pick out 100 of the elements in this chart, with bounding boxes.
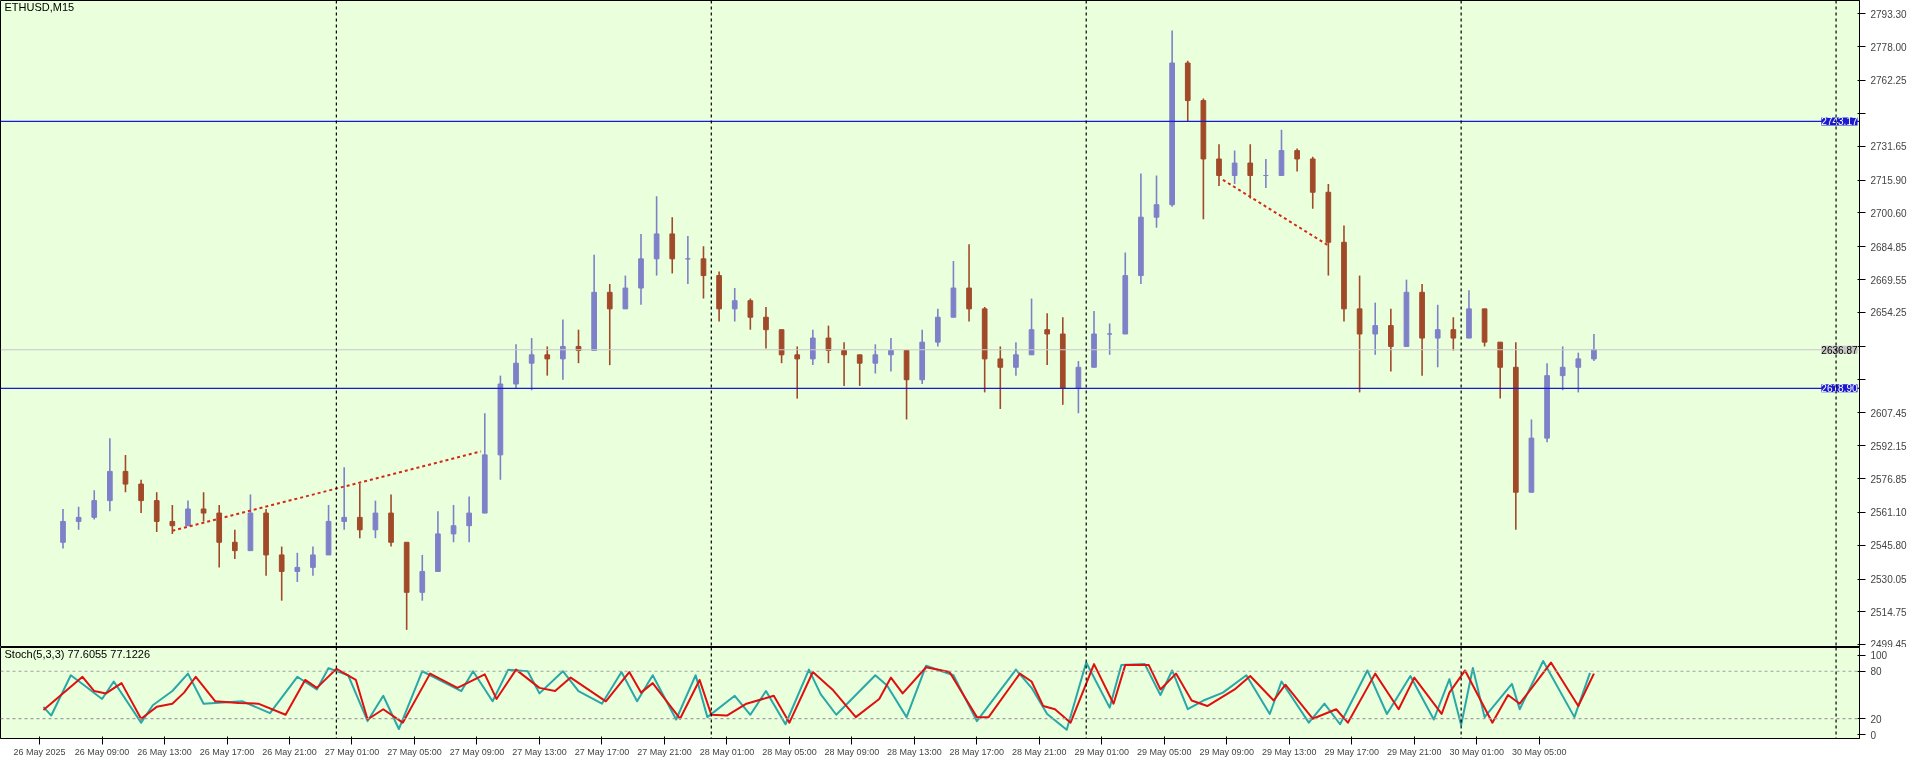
candlestick: [1013, 341, 1019, 377]
candlestick: [1372, 301, 1379, 356]
x-tick-label: 29 May 05:00: [1137, 746, 1192, 757]
candlestick: [747, 297, 754, 331]
candlestick: [1231, 149, 1238, 185]
x-tick-label: 30 May 05:00: [1511, 746, 1567, 757]
x-tick-label: 28 May 17:00: [949, 746, 1005, 757]
candlestick: [560, 318, 566, 381]
candlestick: [763, 306, 769, 350]
y-tick-label: 2669.55: [1870, 274, 1908, 286]
candlestick: [1434, 303, 1441, 369]
candlestick: [1294, 147, 1300, 173]
x-tick-label: 29 May 01:00: [1074, 746, 1130, 757]
candlestick: [356, 483, 363, 539]
x-tick-label: 29 May 09:00: [1199, 746, 1255, 757]
x-tick-label: 27 May 01:00: [324, 746, 380, 757]
candlestick: [856, 354, 863, 387]
candlestick: [825, 324, 832, 364]
y-tick-label: 2545.80: [1870, 540, 1908, 552]
candlestick: [700, 245, 707, 300]
chart-title: ETHUSD,M15: [4, 0, 75, 13]
y-tick-label: 2514.75: [1870, 606, 1908, 618]
x-tick-label: 30 May 01:00: [1449, 746, 1505, 757]
x-tick-label: 28 May 13:00: [887, 746, 942, 757]
x-tick-label: 28 May 09:00: [824, 746, 880, 757]
y-tick-label: 2654.25: [1870, 307, 1908, 319]
y-tick-label: 2561.10: [1870, 507, 1908, 519]
candlestick: [200, 491, 207, 523]
candlestick: [169, 504, 176, 535]
candlestick: [278, 545, 285, 602]
x-tick-label: 29 May 21:00: [1387, 746, 1442, 757]
x-tick-label: 28 May 05:00: [762, 746, 817, 757]
candlestick: [419, 554, 426, 602]
y-tick-label: 80: [1870, 666, 1883, 678]
candlestick: [1591, 333, 1597, 362]
candlestick: [513, 343, 519, 389]
candlestick: [606, 283, 613, 366]
candlestick: [294, 552, 301, 583]
candlestick: [310, 545, 316, 577]
y-tick-label: 2592.15: [1870, 440, 1908, 452]
x-tick-label: 26 May 17:00: [199, 746, 255, 757]
candlestick: [528, 337, 535, 392]
candlestick: [138, 478, 144, 514]
candlestick: [872, 343, 879, 375]
candlestick: [1106, 322, 1113, 356]
candlestick: [1559, 345, 1566, 392]
y-tick-label: 2731.65: [1870, 141, 1908, 153]
x-tick-label: 29 May 13:00: [1262, 746, 1317, 757]
y-tick-label: 2715.90: [1870, 175, 1908, 187]
x-tick-label: 26 May 21:00: [262, 746, 317, 757]
candlestick: [1388, 308, 1394, 373]
x-tick-label: 26 May 13:00: [137, 746, 192, 757]
candlestick: [1575, 351, 1582, 394]
ref-line-label: 2743.17: [1821, 116, 1858, 128]
candlestick: [231, 529, 238, 560]
candlestick: [122, 454, 129, 494]
y-tick-label: 2576.85: [1870, 473, 1908, 485]
candlestick: [185, 499, 191, 527]
candlestick: [75, 506, 82, 531]
x-tick-label: 27 May 05:00: [387, 746, 442, 757]
candlestick: [1450, 316, 1457, 352]
y-tick-label: 2778.00: [1870, 41, 1908, 53]
x-tick-label: 27 May 17:00: [574, 746, 630, 757]
candlestick: [1153, 174, 1160, 229]
x-tick-label: 29 May 17:00: [1324, 746, 1380, 757]
candlestick: [1044, 312, 1051, 366]
candlestick: [794, 345, 801, 400]
x-tick-label: 28 May 01:00: [699, 746, 755, 757]
ref-line-label: 2636.87: [1821, 344, 1858, 356]
candlestick: [372, 499, 379, 539]
candlestick: [60, 508, 66, 550]
y-tick-label: 2793.30: [1870, 8, 1908, 20]
y-tick-label: 2607.45: [1870, 407, 1908, 419]
candlestick: [888, 337, 894, 373]
candlestick: [466, 495, 472, 544]
x-tick-label: 26 May 2025: [13, 746, 66, 757]
candlestick: [1216, 143, 1222, 187]
y-tick-label: 2762.25: [1870, 75, 1908, 87]
candlestick: [622, 274, 629, 310]
candlestick: [841, 341, 847, 387]
candlestick: [91, 489, 98, 521]
candlestick: [544, 345, 551, 377]
candlestick: [153, 491, 160, 533]
y-tick-label: 2684.85: [1870, 241, 1908, 253]
x-tick-label: 28 May 21:00: [1012, 746, 1067, 757]
y-tick-label: 20: [1870, 713, 1883, 725]
y-tick-label: 2530.05: [1870, 574, 1908, 586]
candlestick: [966, 243, 972, 323]
candlestick: [1075, 360, 1082, 415]
x-tick-label: 27 May 09:00: [449, 746, 505, 757]
candlestick: [997, 345, 1004, 410]
candlestick: [341, 466, 348, 531]
y-tick-label: 100: [1870, 650, 1888, 662]
candlestick: [731, 287, 738, 323]
y-tick-label: 2499.45: [1870, 638, 1908, 650]
y-tick-label: 2700.60: [1870, 207, 1908, 219]
chart-title: Stoch(5,3,3) 77.6055 77.1226: [4, 647, 151, 660]
x-tick-label: 27 May 13:00: [512, 746, 567, 757]
x-tick-label: 26 May 09:00: [74, 746, 130, 757]
y-tick-label: 0: [1870, 729, 1877, 741]
